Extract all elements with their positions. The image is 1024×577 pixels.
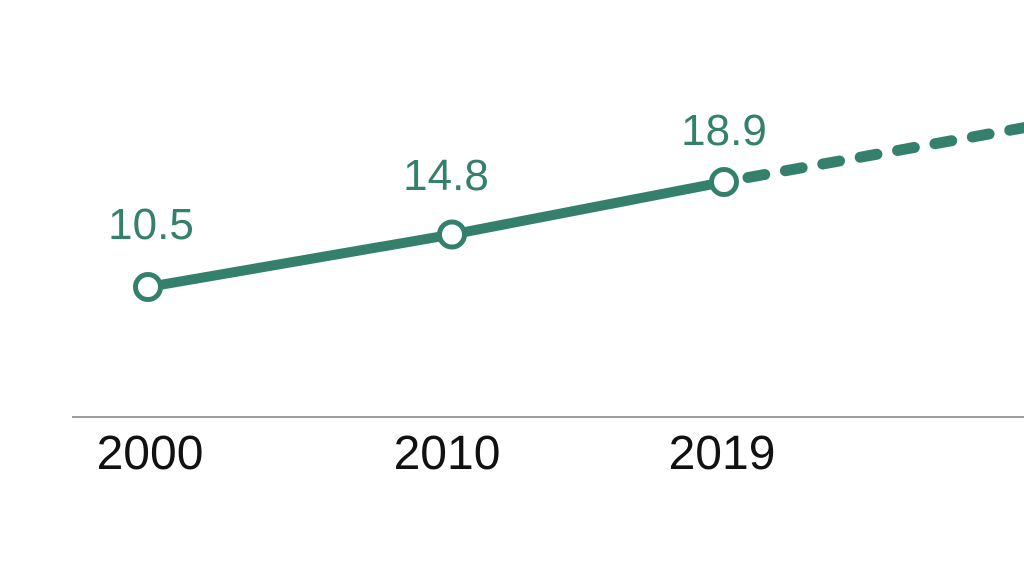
trend-line-dashed-projection bbox=[742, 122, 1024, 183]
x-axis-line bbox=[72, 416, 1024, 418]
data-point-marker-2019 bbox=[709, 167, 739, 197]
value-label-2010: 14.8 bbox=[403, 151, 489, 200]
x-tick-label-2010: 2010 bbox=[393, 427, 501, 480]
value-label-2019: 18.9 bbox=[681, 106, 767, 155]
value-label-2000: 10.5 bbox=[108, 200, 194, 249]
data-point-marker-2010 bbox=[437, 219, 467, 250]
x-tick-label-2019: 2019 bbox=[668, 427, 776, 480]
data-point-marker-2000 bbox=[133, 272, 163, 302]
x-tick-label-2000: 2000 bbox=[96, 427, 204, 480]
